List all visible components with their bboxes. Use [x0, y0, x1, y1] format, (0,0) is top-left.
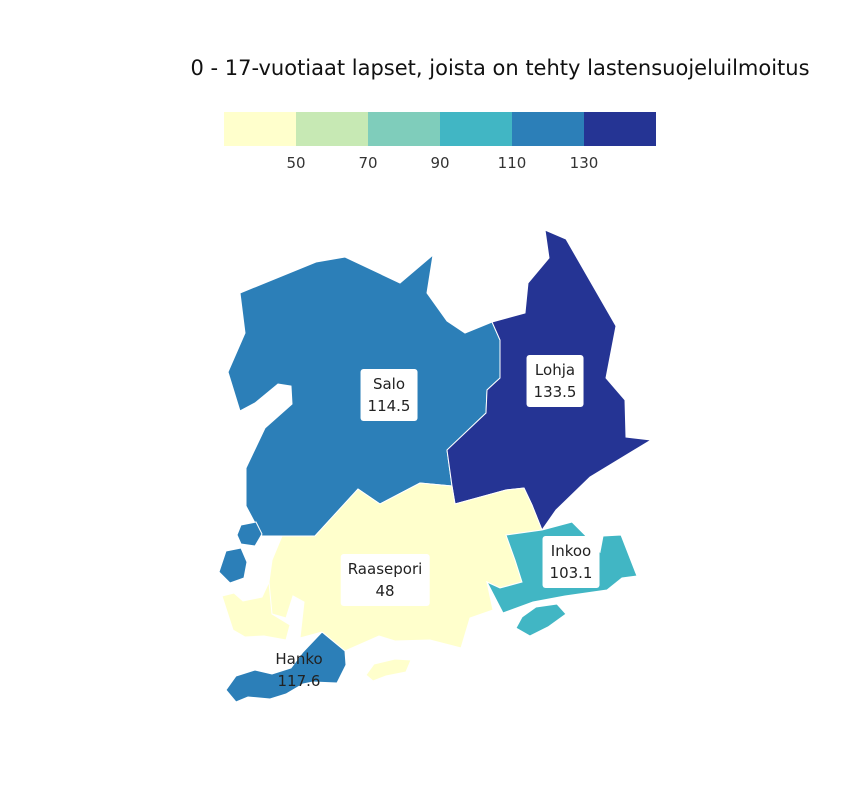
map-title: 0 - 17-vuotiaat lapset, joista on tehty … [190, 56, 810, 80]
legend-tick-110: 110 [497, 154, 527, 172]
label-raasepori-name: Raasepori [347, 560, 423, 578]
label-raasepori: Raasepori 48 [340, 554, 430, 606]
legend-tick-90: 90 [430, 154, 450, 172]
region-hanko[interactable] [225, 631, 347, 703]
label-inkoo-name: Inkoo [550, 542, 592, 560]
label-hanko-value: 117.6 [277, 672, 321, 690]
label-lohja-value: 133.5 [533, 383, 577, 401]
color-legend [224, 112, 656, 146]
legend-tick-50: 50 [286, 154, 306, 172]
label-inkoo: Inkoo 103.1 [542, 536, 600, 588]
legend-swatch-6 [584, 112, 656, 146]
legend-swatch-3 [368, 112, 440, 146]
legend-tick-130: 130 [569, 154, 599, 172]
label-salo-name: Salo [372, 375, 406, 393]
label-hanko: Hanko 117.6 [268, 644, 329, 696]
label-salo: Salo 114.5 [360, 369, 418, 421]
label-inkoo-value: 103.1 [549, 564, 593, 582]
label-raasepori-value: 48 [375, 582, 395, 600]
label-lohja-name: Lohja [534, 361, 576, 379]
label-salo-value: 114.5 [367, 397, 411, 415]
legend-swatch-5 [512, 112, 584, 146]
label-hanko-name: Hanko [275, 650, 323, 668]
legend-swatch-4 [440, 112, 512, 146]
label-lohja: Lohja 133.5 [526, 355, 584, 407]
legend-swatch-1 [224, 112, 296, 146]
legend-tick-70: 70 [358, 154, 378, 172]
legend-swatch-2 [296, 112, 368, 146]
